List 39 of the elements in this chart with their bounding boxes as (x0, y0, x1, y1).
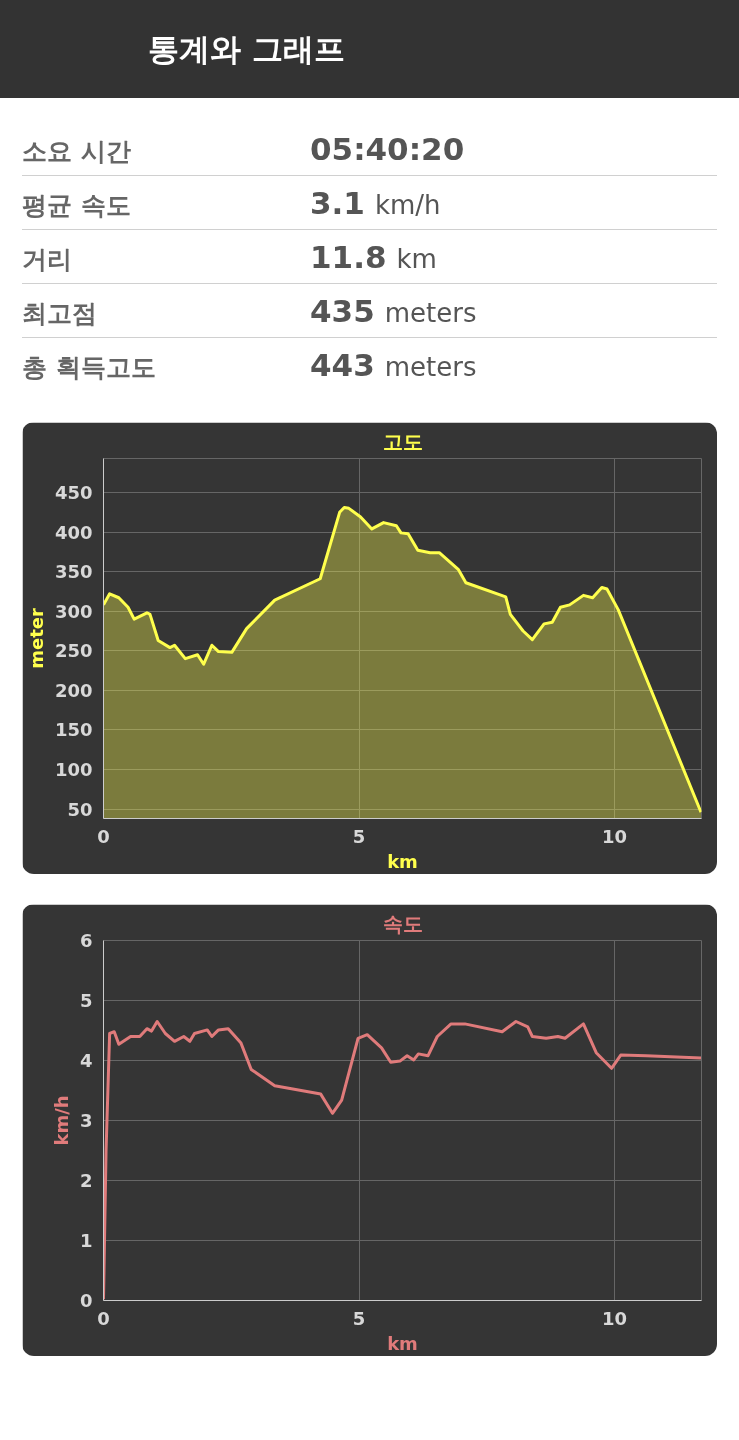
y-tick-label: 3 (79, 1110, 93, 1131)
y-tick-label: 100 (54, 758, 93, 780)
text: 05:40:20 (310, 130, 465, 169)
y-axis-title: km/h (50, 1095, 72, 1146)
text: 통계와 그래프 (148, 29, 345, 69)
y-tick-label: 6 (79, 930, 93, 951)
text: 443 meters (310, 346, 477, 385)
y-tick-label: 50 (67, 798, 93, 820)
y-tick-label: 350 (54, 561, 93, 583)
text: 총 획득고도 (22, 352, 157, 384)
x-tick-label: 0 (97, 825, 110, 847)
x-tick-label: 5 (352, 1307, 366, 1329)
y-tick-label: 0 (79, 1290, 93, 1311)
y-tick-label: 450 (54, 482, 93, 504)
x-tick-label: 0 (97, 1307, 110, 1329)
y-tick-label: 4 (79, 1050, 93, 1071)
text: 최고점 (22, 298, 98, 330)
y-tick-label: 250 (54, 640, 93, 662)
text: 435 meters (310, 292, 477, 331)
y-tick-label: 400 (54, 521, 93, 543)
text: 11.8 km (310, 238, 437, 277)
y-tick-label: 5 (79, 990, 93, 1011)
x-tick-label: 5 (352, 825, 366, 847)
y-tick-label: 150 (54, 719, 93, 741)
y-tick-label: 2 (79, 1170, 93, 1191)
text: 평균 속도 (22, 190, 132, 222)
text: 소요 시간 (22, 136, 132, 168)
chart-title: 고도 (382, 429, 423, 454)
x-tick-label: 10 (602, 825, 628, 847)
y-axis-title: meter (25, 608, 47, 669)
x-axis-title: km (387, 850, 418, 872)
y-tick-label: 200 (54, 679, 93, 701)
y-tick-label: 1 (79, 1230, 93, 1251)
x-axis-title: km (387, 1332, 418, 1354)
x-tick-label: 10 (602, 1307, 628, 1329)
y-tick-label: 300 (54, 600, 93, 622)
chart-title: 속도 (382, 911, 423, 936)
text: 3.1 km/h (310, 184, 441, 223)
text: 거리 (22, 244, 73, 276)
